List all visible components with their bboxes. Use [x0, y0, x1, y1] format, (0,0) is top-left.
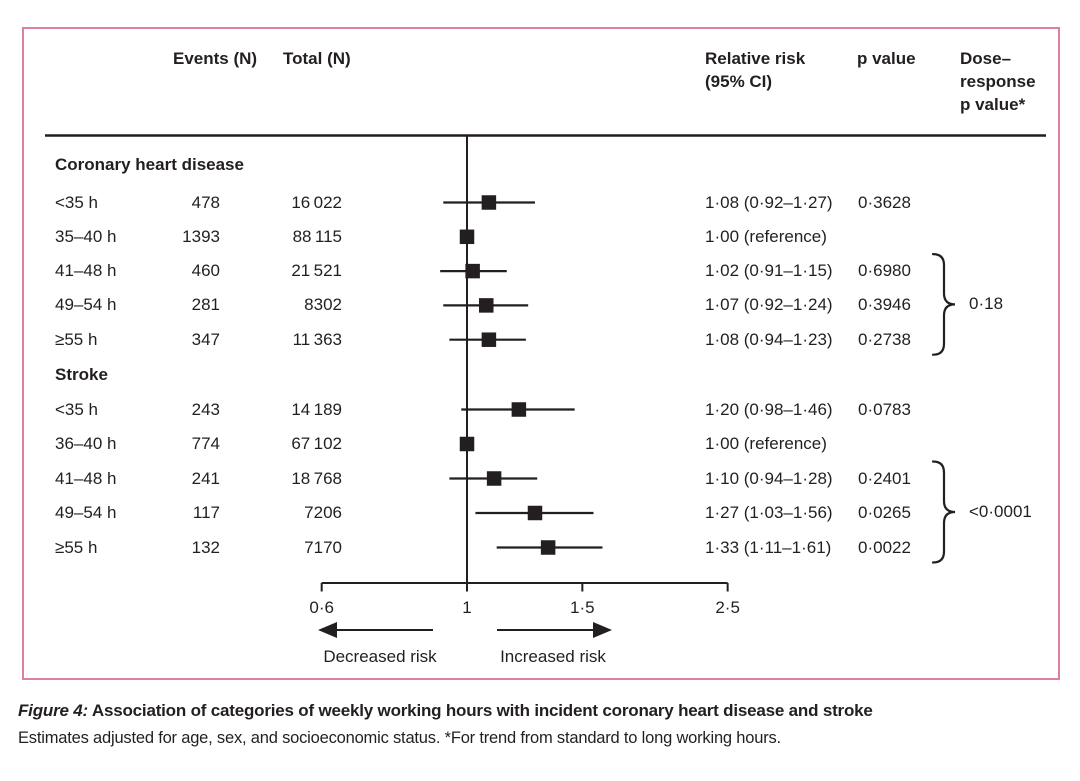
row-relative-risk: 1·02 (0·91–1·15)	[705, 261, 833, 281]
row-total-value: 11 363	[292, 329, 342, 349]
x-axis-tick-label: 0·6	[309, 598, 334, 617]
row-relative-risk: 1·00 (reference)	[705, 434, 827, 453]
row-events-value: 460	[191, 261, 220, 281]
row-label: 49–54 h	[55, 295, 117, 315]
row-total-value: 18 768	[291, 468, 342, 488]
row-label: 41–48 h	[55, 468, 117, 488]
row-label: 36–40 h	[55, 434, 117, 453]
row-relative-risk: 1·08 (0·94–1·23)	[705, 329, 833, 349]
row-label: 49–54 h	[55, 503, 117, 522]
row-label: 35–40 h	[55, 226, 117, 246]
figure-caption-title: Figure 4: Association of categories of w…	[18, 696, 1062, 726]
row-total-value: 16 022	[291, 192, 342, 212]
section-title: Stroke	[55, 364, 108, 384]
row-events-value: 774	[191, 434, 220, 453]
row-p-value: 0·3946	[858, 295, 911, 315]
increased-risk-label: Increased risk	[500, 647, 606, 666]
row-p-value: 0·0783	[858, 399, 911, 419]
row-label: ≥55 h	[55, 329, 98, 349]
column-header-dose-line3: p value*	[960, 95, 1026, 114]
column-header-dose-response: Dose– response p value*	[960, 47, 1036, 116]
row-p-value: 0·6980	[858, 261, 911, 281]
row-p-value: 0·2738	[858, 329, 911, 349]
row-label: ≥55 h	[55, 537, 98, 557]
row-p-value: 0·0022	[858, 537, 911, 557]
row-events-value: 478	[191, 192, 220, 212]
x-axis-tick-label: 1	[462, 598, 472, 617]
row-relative-risk: 1·20 (0·98–1·46)	[705, 399, 833, 419]
column-header-relative-risk-line2: (95% CI)	[705, 72, 773, 91]
x-axis-tick-label: 1·5	[570, 598, 595, 617]
figure-frame	[22, 27, 1060, 680]
row-total-value: 8302	[304, 295, 342, 315]
row-total-value: 67 102	[291, 434, 342, 453]
row-relative-risk: 1·08 (0·92–1·27)	[705, 192, 833, 212]
row-events-value: 1393	[182, 226, 220, 246]
row-relative-risk: 1·33 (1·11–1·61)	[705, 537, 832, 557]
row-total-value: 14 189	[291, 399, 342, 419]
row-total-value: 7170	[304, 537, 342, 557]
column-header-total: Total (N)	[283, 49, 351, 68]
row-events-value: 243	[191, 399, 220, 419]
row-total-value: 88 115	[292, 226, 342, 246]
row-events-value: 132	[191, 537, 220, 557]
dose-response-p-chd: 0·18	[969, 294, 1004, 313]
row-relative-risk: 1·10 (0·94–1·28)	[705, 468, 833, 488]
x-axis-tick-label: 2·5	[715, 598, 740, 617]
column-header-events: Events (N)	[173, 49, 258, 68]
row-relative-risk: 1·00 (reference)	[705, 226, 827, 246]
row-events-value: 347	[191, 329, 220, 349]
decreased-risk-label: Decreased risk	[323, 647, 437, 666]
row-total-value: 21 521	[291, 261, 342, 281]
figure-caption: Figure 4: Association of categories of w…	[18, 696, 1062, 750]
row-label: 41–48 h	[55, 261, 117, 281]
row-events-value: 117	[192, 503, 220, 522]
figure-caption-label: Figure 4:	[18, 701, 88, 720]
dose-response-p-stroke: <0·0001	[969, 502, 1032, 521]
column-header-relative-risk: Relative risk (95% CI)	[705, 47, 805, 93]
row-events-value: 241	[191, 468, 220, 488]
figure-caption-body: Estimates adjusted for age, sex, and soc…	[18, 729, 781, 747]
column-header-dose-line2: response	[960, 72, 1036, 91]
row-relative-risk: 1·07 (0·92–1·24)	[705, 295, 833, 315]
row-p-value: 0·2401	[858, 468, 911, 488]
row-p-value: 0·3628	[858, 192, 911, 212]
figure-caption-title-text: Association of categories of weekly work…	[88, 701, 873, 720]
column-header-relative-risk-line1: Relative risk	[705, 49, 806, 68]
column-header-dose-line1: Dose–	[960, 49, 1012, 68]
row-label: <35 h	[55, 399, 99, 419]
row-events-value: 281	[191, 295, 220, 315]
row-total-value: 7206	[304, 503, 342, 522]
column-header-p-value: p value	[857, 49, 916, 68]
row-p-value: 0·0265	[858, 503, 911, 522]
section-title: Coronary heart disease	[55, 155, 244, 174]
row-label: <35 h	[55, 192, 99, 212]
row-relative-risk: 1·27 (1·03–1·56)	[705, 503, 833, 522]
